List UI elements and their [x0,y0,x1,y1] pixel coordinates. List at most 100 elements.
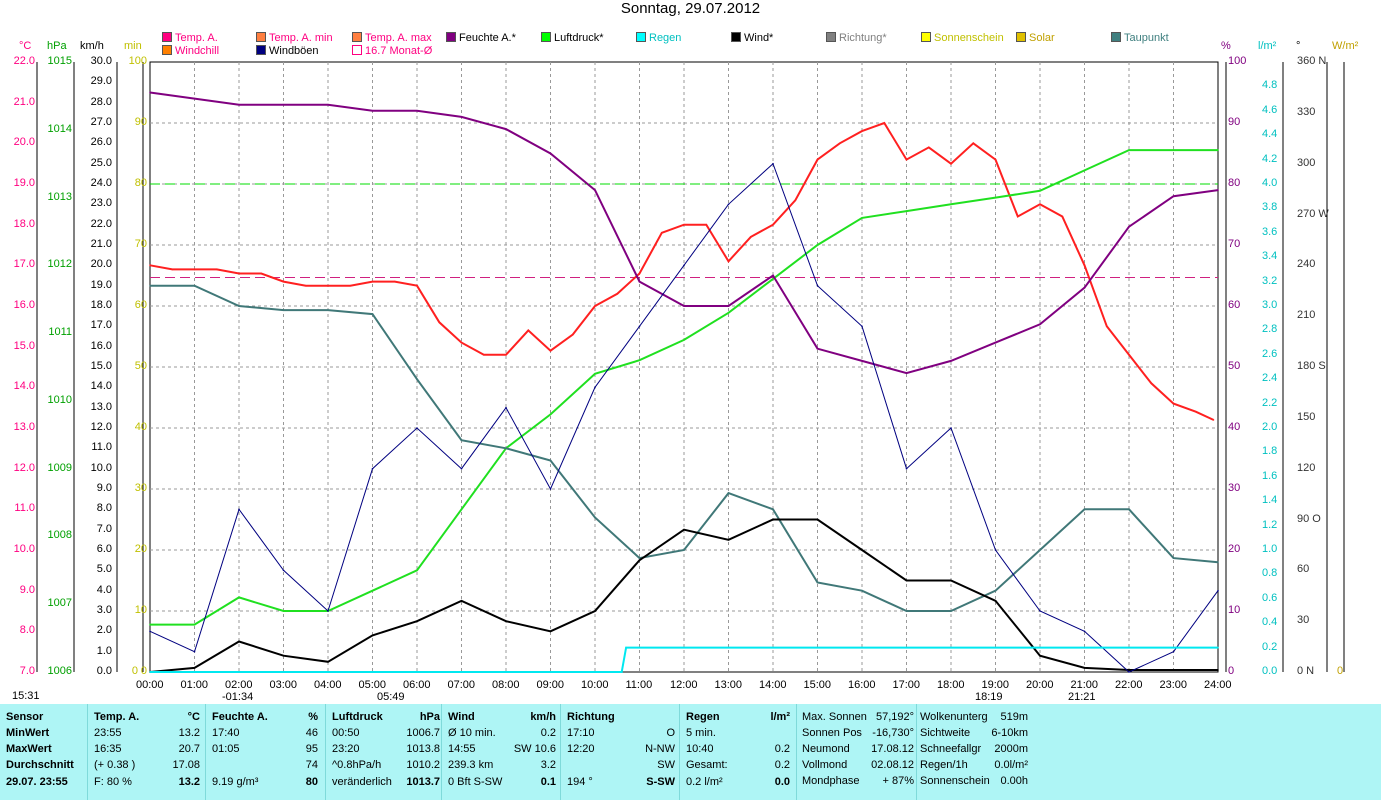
legend-swatch [352,32,362,42]
legend-label: Luftdruck* [554,32,604,44]
humidity-tick: 70 [1228,238,1241,250]
series-2-point [1128,225,1130,228]
time-tick: 02:00 [225,679,253,691]
series-2-point [416,110,418,112]
legend-swatch [352,45,362,55]
series-4-point [1128,669,1130,671]
legend-item: Feuchte A.* [446,32,516,45]
legend-label: Wind* [744,32,774,44]
series-4-point [505,620,507,622]
series-0-point [928,146,930,149]
stats-value: 74 [305,759,318,771]
series-0-point [238,272,240,275]
stats-humid-col: Feuchte A.% 17:40 46 01:05 95 74 9.19 g/m³ 80 [210,704,320,800]
series-5-point [282,569,285,572]
stats-value: 20.7 [178,743,200,755]
series-4-point [905,579,908,582]
stats-sensor-col: Sensor MinWert MaxWert Durchschnitt 29.0… [6,704,86,800]
inner-tick: 100 [128,55,147,67]
rain-tick: 4.2 [1262,152,1278,165]
stats-value: SW [657,759,675,771]
series-0-point [750,236,752,238]
series-2-point [594,189,596,191]
marker-sunrise-low: -01:34 [222,691,254,703]
series-0-point [327,284,329,287]
direction-tick: 210 [1297,309,1316,322]
stats-cell: 14:55 [448,743,476,755]
series-1-point [638,359,641,362]
stats-value: 0.2 [774,743,790,755]
rain-tick: 0.0 [1262,665,1278,677]
weather-chart [36,61,1345,673]
inner-tick: 70 [134,238,147,250]
legend-item: Sonnenschein [921,32,1004,45]
rain-tick: 1.8 [1262,445,1278,458]
series-0-point [772,223,774,226]
series-1-point [371,589,374,592]
pressure-tick: 1011 [48,326,72,339]
temp-tick: 10.0 [13,543,35,555]
stats-cell: 16:35 [94,743,122,755]
temp-tick: 18.0 [13,217,35,230]
wind-tick: 22.0 [90,217,112,230]
time-tick: 23:00 [1159,679,1188,691]
series-3-point [460,439,463,442]
series-4-point [371,634,374,637]
sensor-header: Sensor [6,711,44,723]
series-0-point [705,223,708,226]
direction-tick: 240 [1297,258,1316,271]
wind-tick: 16.0 [90,339,112,352]
series-1-point [861,217,863,219]
info-value: -16,730° [872,727,914,739]
series-5-point [1172,650,1175,653]
marker-sunset-low: 21:21 [1068,691,1096,703]
series-4-point [816,518,819,521]
stats-value: 46 [305,727,318,739]
temp-tick: 9.0 [19,583,35,596]
series-6-point [149,671,151,673]
stats-footer-value: 1013.7 [406,776,440,788]
series-3-point [1128,508,1130,511]
series-5-point [460,467,463,470]
series-3-point [327,309,329,311]
series-3-point [1172,557,1175,559]
series-2-point [549,152,552,155]
series-0-point [483,354,485,356]
stats-footer-label: F: 80 % [94,776,132,788]
inner-tick: 0 [140,665,147,677]
legend-label: Temp. A. [175,32,218,44]
wind-tick: 6.0 [96,543,112,555]
series-4-point [416,620,418,622]
pressure-unit: hPa [47,40,67,52]
time-tick: 05:00 [358,679,387,691]
stats-unit: % [308,711,318,723]
temp-tick: 14.0 [13,380,35,393]
time-tick: 17:00 [892,679,921,691]
info-label: Vollmond [802,759,848,771]
series-0-point [616,293,619,295]
direction-tick: 300 [1297,156,1316,169]
stats-unit: l/m² [770,711,790,723]
series-5-point [238,508,240,511]
humidity-tick: 100 [1228,55,1247,67]
stats-footer-value: S-SW [646,776,675,788]
series-0-point [171,268,174,271]
series-0-point [572,333,574,336]
stats-value: N-NW [645,743,675,755]
series-1-point [1128,149,1130,151]
time-tick: 14:00 [759,679,787,691]
series-4-point [727,539,730,541]
direction-tick: 0 N [1297,665,1315,677]
series-0-point [1061,215,1064,218]
series-5-point [505,406,507,409]
stats-cell: 01:05 [212,743,240,755]
legend-label: 16.7 Monat-Ø [365,45,433,57]
time-tick: 15:00 [803,679,832,691]
series-1-point [950,203,952,206]
wind-tick: 23.0 [90,197,112,210]
rain-tick: 0.4 [1262,616,1278,629]
rain-tick: 4.4 [1262,128,1278,141]
series-4-point [994,600,997,602]
time-tick: 20:00 [1026,679,1054,691]
rain-tick: 0.2 [1262,640,1278,653]
